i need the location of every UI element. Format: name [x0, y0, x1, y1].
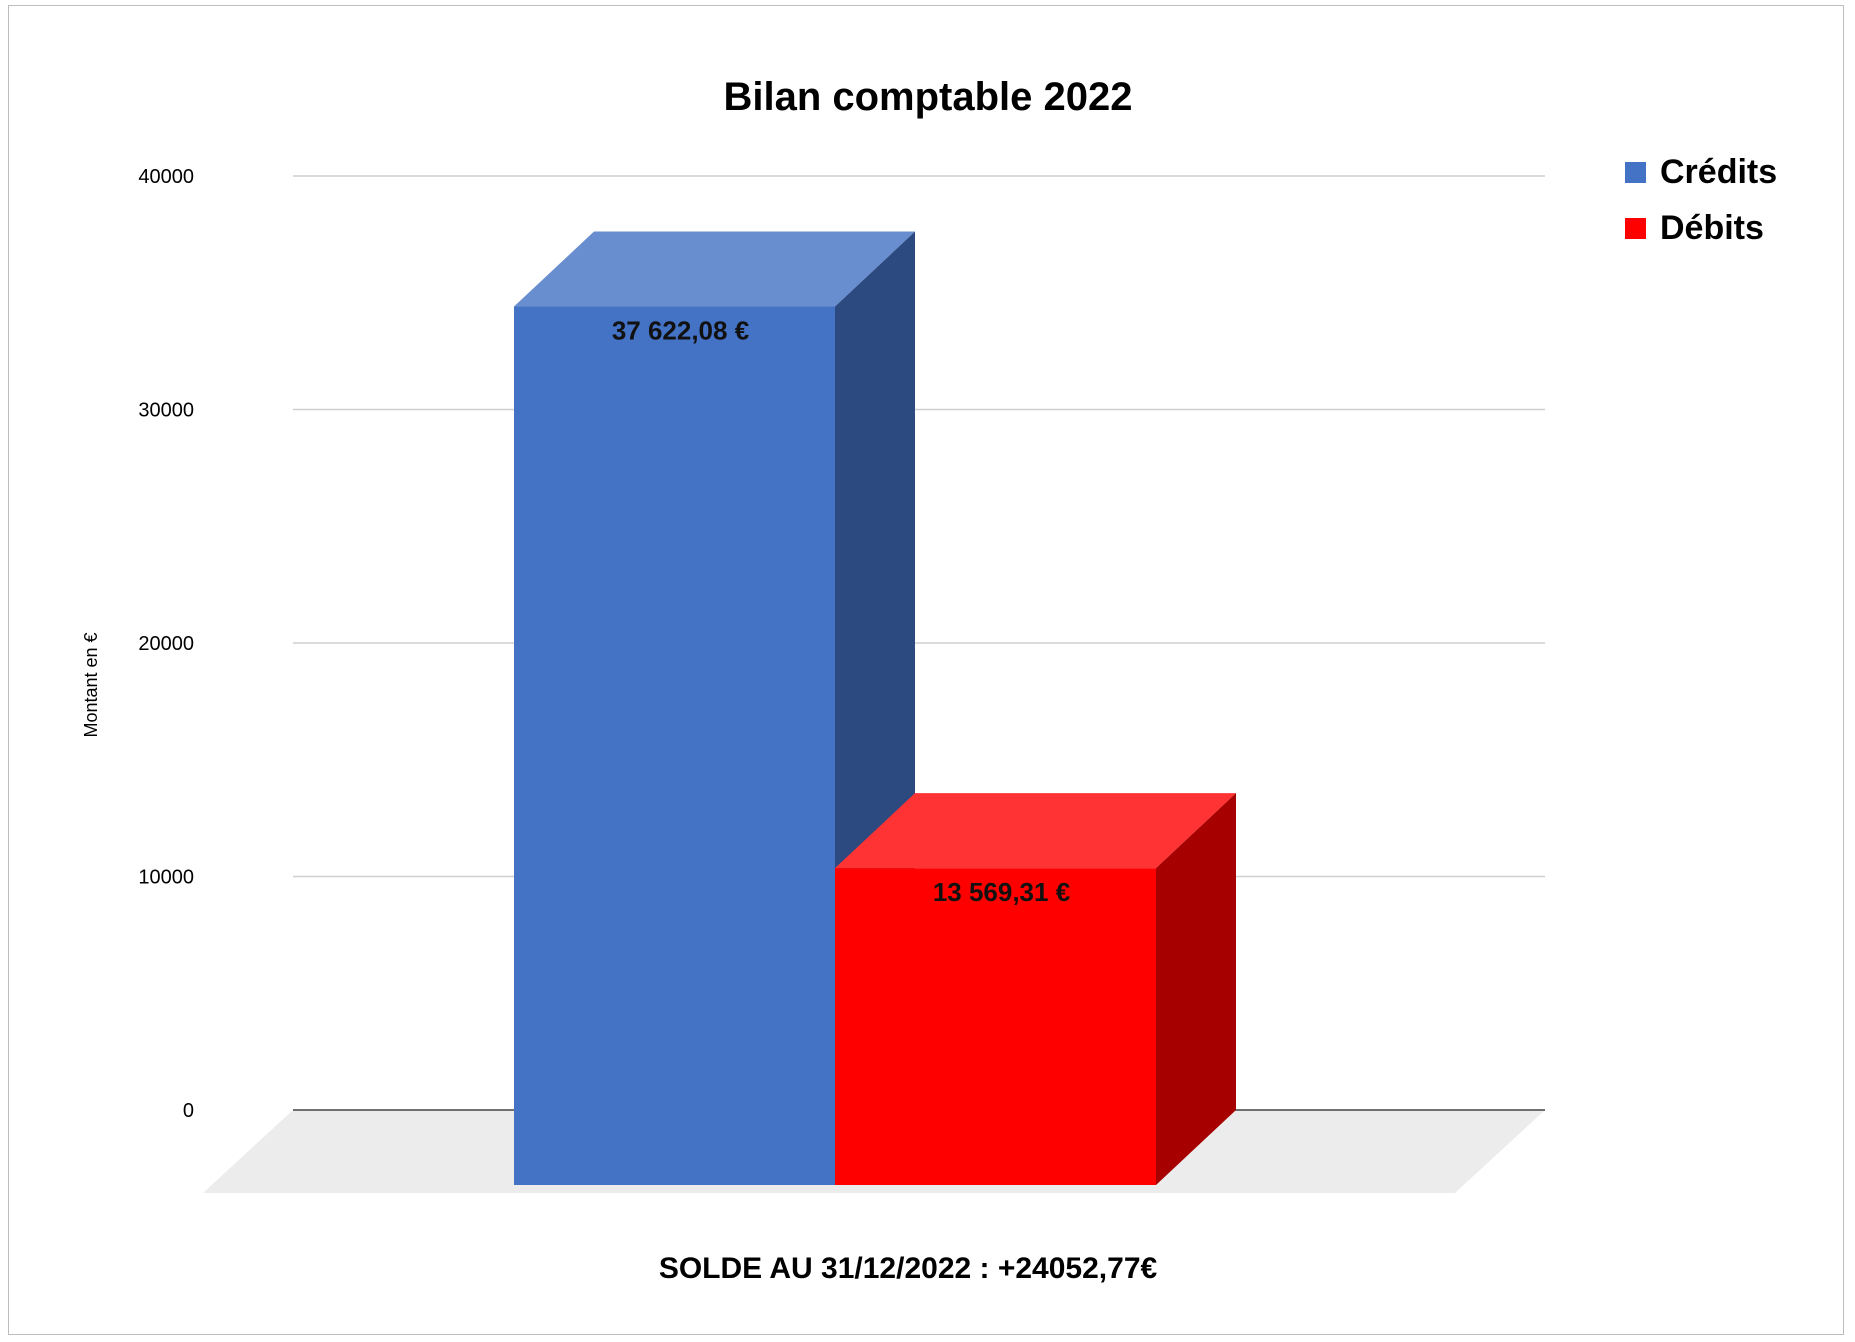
legend: Crédits Débits [1625, 153, 1777, 247]
bar-credits [514, 231, 915, 1186]
y-tick-label: 0 [183, 1100, 194, 1122]
y-axis-ticks: 0 10000 20000 30000 40000 [138, 166, 194, 1122]
bar-front-face [835, 868, 1156, 1185]
bar-front-face [514, 306, 835, 1186]
data-label: 37 622,08 € [612, 316, 749, 346]
y-tick-label: 40000 [138, 166, 194, 188]
bar-top-face [514, 231, 915, 307]
y-tick-label: 10000 [138, 867, 194, 889]
y-axis-label: Montant en € [81, 632, 101, 737]
legend-swatch [1625, 162, 1646, 183]
bars [514, 231, 1236, 1186]
legend-swatch [1625, 218, 1646, 239]
bar-side-face [1156, 793, 1236, 1185]
bar-debits [835, 793, 1236, 1185]
data-label: 13 569,31 € [933, 877, 1070, 907]
balance-annotation: SOLDE AU 31/12/2022 : +24052,77€ [659, 1252, 1158, 1285]
legend-label: Débits [1660, 209, 1764, 247]
y-tick-label: 30000 [138, 400, 194, 422]
legend-label: Crédits [1660, 153, 1777, 191]
data-labels: 37 622,08 € 13 569,31 € [612, 316, 1070, 908]
bar-top-face [835, 793, 1236, 869]
y-tick-label: 20000 [138, 633, 194, 655]
chart-title: Bilan comptable 2022 [723, 75, 1132, 119]
